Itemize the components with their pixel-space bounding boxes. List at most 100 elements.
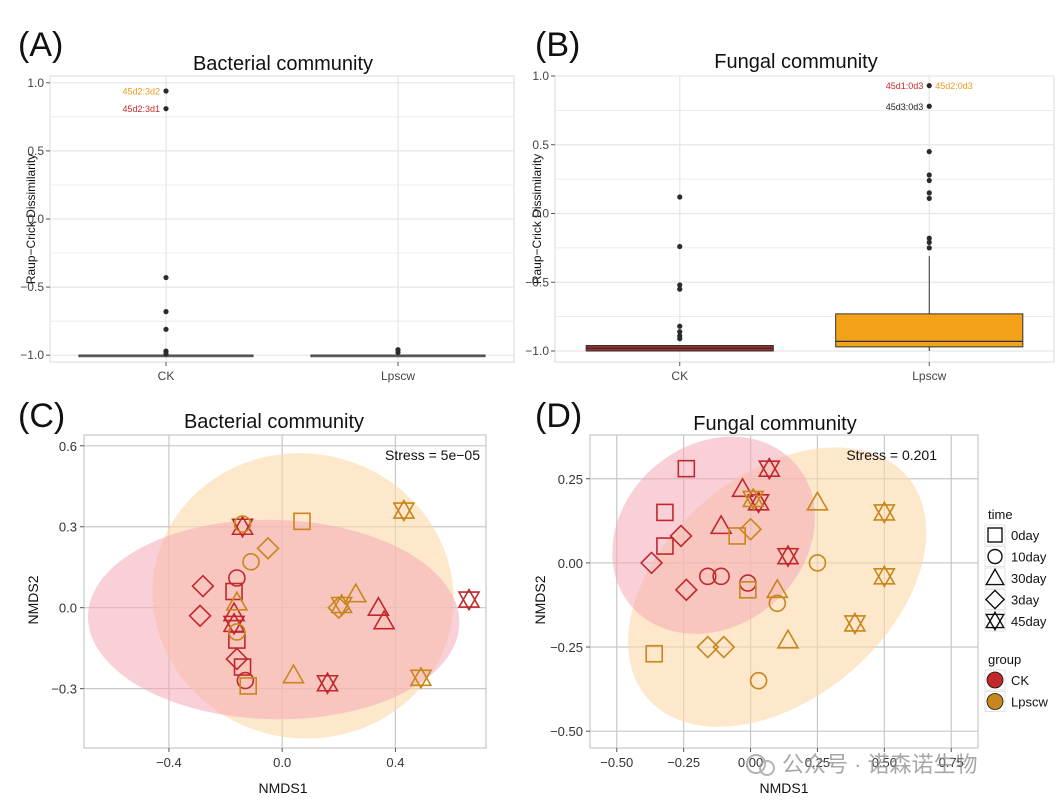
- legend-time-3day-icon: [984, 589, 1006, 610]
- legend-time-45day-icon: [985, 613, 1005, 632]
- nmds-point-ck: [231, 518, 254, 539]
- nmds-point-lpscw: [741, 487, 765, 508]
- outlier-point: [163, 309, 169, 315]
- y-tick-label: −0.3: [51, 682, 77, 697]
- nmds-point-ck: [669, 524, 693, 548]
- nmds-point-ck: [776, 547, 800, 568]
- nmds-point-ck: [709, 514, 733, 535]
- y-tick-label: 0.0: [27, 212, 44, 226]
- nmds-point-ck: [747, 490, 770, 511]
- nmds-point-ck: [677, 459, 696, 478]
- outlier-point: [677, 336, 683, 342]
- x-tick-label: −0.25: [667, 755, 700, 770]
- wechat-icon: [746, 754, 766, 774]
- legend-time-30day-icon: [985, 567, 1005, 586]
- nmds-point-lpscw: [242, 553, 260, 571]
- outlier-annotation: 45d2:0d3: [935, 81, 973, 91]
- plot-area: [590, 435, 978, 748]
- x-tick-label: 0.25: [805, 755, 830, 770]
- panel-c: (C) Bacterial community NMDS2 NMDS1 −0.4…: [18, 397, 487, 796]
- x-tick-label: 0.00: [738, 755, 763, 770]
- legend-group-ck-icon: [986, 671, 1004, 689]
- nmds-point-lpscw: [330, 596, 353, 617]
- panel-b: (B) Fungal community Raup−Crick Dissimil…: [525, 26, 1055, 383]
- nmds-point-lpscw: [330, 593, 353, 614]
- nmds-point-ck: [222, 601, 246, 622]
- legend-time-label: 45day: [1011, 614, 1047, 629]
- y-tick-label: −0.50: [550, 724, 583, 739]
- nmds-point-lpscw: [843, 615, 867, 636]
- outlier-point: [677, 243, 683, 250]
- nmds-point-lpscw: [712, 635, 736, 659]
- nmds-point-ck: [731, 477, 754, 498]
- legend-time-label: 10day: [1011, 550, 1047, 565]
- panel-d: (D) Fungal community NMDS2 NMDS1 −0.50 −0…: [532, 397, 979, 796]
- outlier-annotation: 45d2:3d1: [122, 104, 160, 114]
- panel-b-plot: −1.0 −0.5 0.0 0.5 1.0 CK Lpscw 45d1:0d3 45d2:0d3…: [525, 69, 1055, 383]
- y-tick-label: 0.5: [532, 138, 549, 152]
- y-tick-label: 1.0: [27, 76, 44, 90]
- nmds-point-ck: [367, 596, 390, 616]
- nmds-point-lpscw: [409, 666, 433, 687]
- nmds-point-ck: [757, 460, 781, 481]
- y-tick-label: −0.5: [525, 275, 549, 289]
- nmds-point-lpscw: [645, 644, 664, 663]
- nmds-point-lpscw: [741, 490, 765, 511]
- outlier-point: [926, 177, 932, 184]
- nmds-point-ck: [231, 515, 254, 536]
- nmds-point-lpscw: [739, 517, 763, 541]
- nmds-point-lpscw: [327, 596, 351, 620]
- y-tick-label: 0.6: [59, 439, 77, 454]
- nmds-point-ck: [640, 551, 664, 575]
- panel-d-tag: (D): [535, 397, 582, 435]
- y-tick-label: −1.0: [525, 344, 549, 358]
- legend-time-items: 0day 10day 30day 3day 45day: [984, 524, 1047, 632]
- legend-time-label: 0day: [1011, 528, 1040, 543]
- y-tick-label: 0.00: [558, 556, 583, 571]
- nmds-point-ck: [656, 503, 674, 522]
- nmds-point-ck: [233, 658, 252, 676]
- nmds-point-lpscw: [728, 527, 746, 545]
- nmds-point-lpscw: [392, 498, 416, 519]
- wechat-icon-inner: [759, 760, 775, 776]
- outlier-point: [926, 190, 932, 196]
- nmds-point-lpscw: [765, 578, 789, 599]
- outlier-point: [163, 351, 169, 357]
- panel-d-plot: −0.50 −0.25 0.00 0.25 0.50 0.75 −0.50 −0.25 0.00…: [550, 434, 979, 770]
- outlier-point: [395, 349, 401, 356]
- nmds-point-lpscw: [282, 663, 305, 684]
- legend-time-45day-icon: [985, 610, 1005, 629]
- legend-time-title: time: [988, 507, 1013, 522]
- nmds-point-ck: [191, 574, 215, 598]
- nmds-point-lpscw: [749, 671, 768, 690]
- outlier-annotation: 45d2:3d2: [122, 86, 160, 96]
- y-tick-label: −1.0: [20, 348, 44, 362]
- nmds-point-ck: [225, 647, 249, 671]
- nmds-point-ck: [225, 582, 243, 601]
- stress-label: Stress = 5e−05: [385, 447, 480, 463]
- legend-key-box: [984, 524, 1006, 546]
- y-tick-label: 0.0: [59, 601, 77, 616]
- nmds-point-lpscw: [872, 564, 896, 585]
- legend-group-items: CK Lpscw: [984, 669, 1048, 712]
- nmds-point-lpscw: [225, 590, 249, 611]
- watermark-text: 公众号 · 诺森诺生物: [782, 752, 978, 777]
- outlier-point: [163, 326, 169, 332]
- nmds-point-ck: [757, 457, 781, 477]
- x-tick-label: 0.4: [386, 755, 404, 770]
- y-tick-label: 0.3: [59, 520, 77, 535]
- outlier-point: [926, 245, 932, 251]
- legend-group-label: CK: [1011, 673, 1029, 688]
- nmds-point-ck: [316, 674, 339, 695]
- legend-key-box: [984, 589, 1006, 610]
- confidence-ellipse-ck: [87, 519, 460, 720]
- outlier-point: [926, 239, 932, 245]
- legend-time-0day-icon: [987, 527, 1003, 543]
- nmds-point-ck: [656, 537, 674, 555]
- nmds-point-lpscw: [392, 502, 416, 523]
- panel-c-tag: (C): [18, 397, 65, 435]
- x-tick-label: −0.50: [600, 755, 633, 770]
- nmds-point-ck: [236, 671, 255, 690]
- outlier-point: [677, 286, 683, 292]
